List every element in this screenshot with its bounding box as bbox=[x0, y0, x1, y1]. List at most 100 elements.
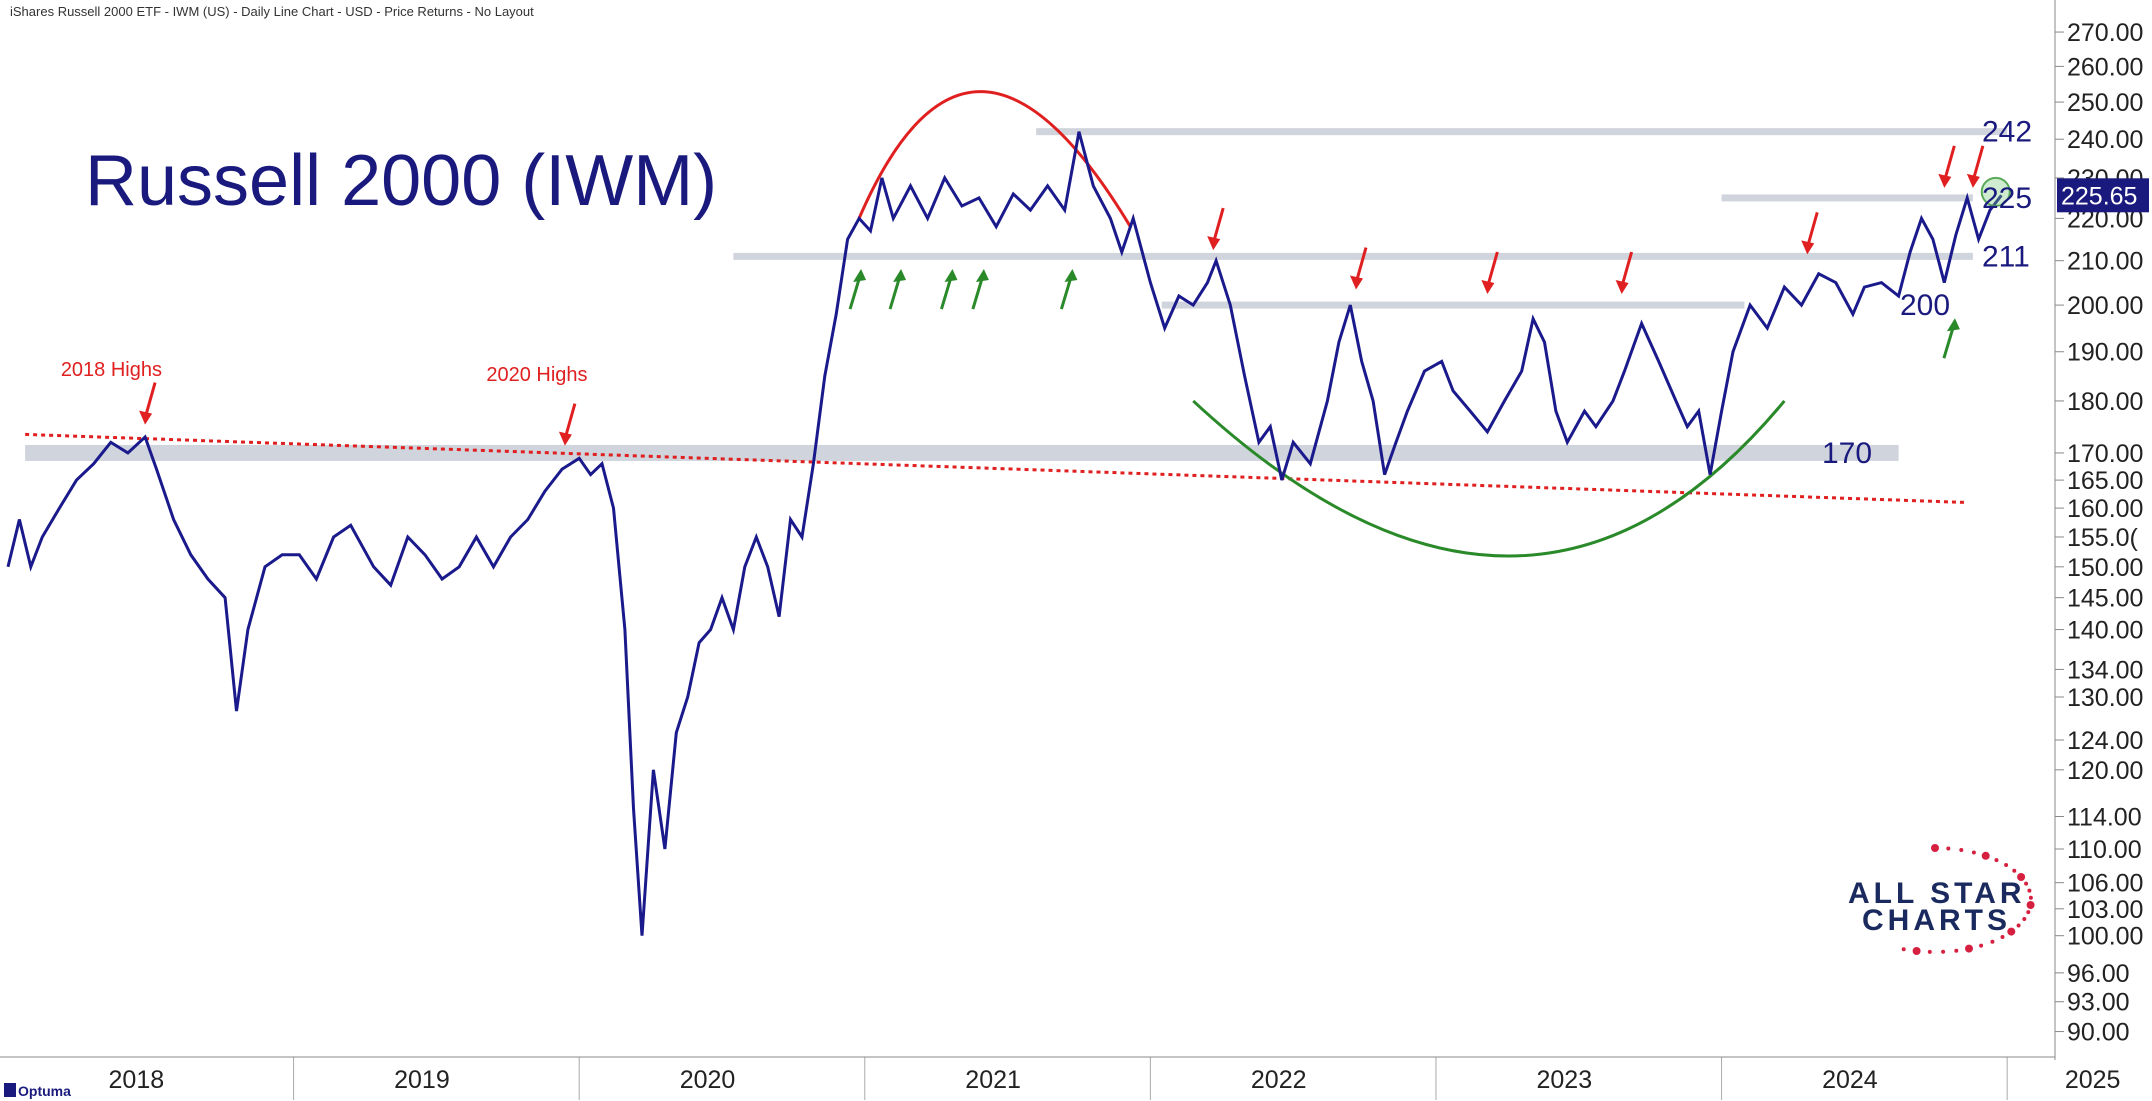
arrow-shaft bbox=[564, 403, 577, 437]
logo-star bbox=[2012, 868, 2017, 873]
arrow-head bbox=[558, 431, 572, 446]
logo-star bbox=[1965, 944, 1973, 953]
arrow-head bbox=[975, 269, 989, 283]
logo-star bbox=[1946, 846, 1951, 851]
level-band bbox=[25, 444, 1899, 461]
arrow-shaft bbox=[940, 278, 952, 310]
chart-title: Russell 2000 (IWM) bbox=[85, 141, 717, 221]
level-band bbox=[1036, 128, 2008, 136]
logo-star bbox=[1954, 948, 1959, 953]
arrow-head bbox=[1801, 240, 1815, 255]
x-tick-label: 2022 bbox=[1251, 1066, 1307, 1094]
logo-star bbox=[1994, 858, 1999, 863]
callouts: 2018 Highs 2020 Highs bbox=[61, 359, 588, 386]
y-tick-label: 130.00 bbox=[2067, 684, 2143, 712]
y-tick-label: 106.00 bbox=[2067, 870, 2143, 898]
optuma-icon bbox=[4, 1083, 16, 1097]
x-tick-label: 2023 bbox=[1536, 1066, 1592, 1094]
resistance-arrow-icon bbox=[1938, 145, 1956, 188]
resistance-arrow-icon bbox=[558, 403, 577, 446]
arrow-head bbox=[1938, 173, 1952, 188]
last-value-text: 225.65 bbox=[2061, 182, 2137, 210]
support-arrow-icon bbox=[971, 269, 989, 310]
arrow-shaft bbox=[888, 278, 901, 310]
logo-star bbox=[1931, 844, 1939, 852]
logo-star bbox=[2024, 881, 2029, 886]
arrow-shaft bbox=[1972, 145, 1985, 179]
arrow-shaft bbox=[1059, 278, 1072, 310]
signal-arrows bbox=[139, 145, 1985, 446]
rounding-bottom-arc bbox=[1192, 399, 1786, 558]
callout-label: 2018 Highs bbox=[61, 359, 162, 381]
y-axis: 270.00260.00250.00240.00230.00220.00210.… bbox=[2055, 19, 2143, 1047]
logo-star bbox=[1990, 939, 1995, 944]
x-tick-label: 2020 bbox=[680, 1066, 736, 1094]
logo-star bbox=[2028, 895, 2033, 900]
y-tick-label: 100.00 bbox=[2067, 923, 2143, 951]
last-price-marker bbox=[1980, 176, 2011, 207]
support-arrow-icon bbox=[1942, 318, 1960, 359]
arrow-shaft bbox=[1486, 251, 1499, 285]
logo-star bbox=[2026, 901, 2035, 909]
logo-star bbox=[1912, 947, 1921, 955]
level-labels: 242 225 211 200 170 bbox=[1822, 116, 2032, 470]
logo-star bbox=[2007, 927, 2016, 936]
arrow-head bbox=[1064, 269, 1078, 283]
resistance-arrow-icon bbox=[139, 382, 157, 425]
y-tick-label: 114.00 bbox=[2067, 803, 2142, 831]
y-tick-label: 103.00 bbox=[2067, 896, 2143, 924]
logo-star bbox=[1981, 851, 1990, 860]
logo-star bbox=[2000, 935, 2005, 939]
x-tick-label: 2025 bbox=[2065, 1066, 2121, 1094]
y-tick-label: 93.00 bbox=[2067, 989, 2130, 1017]
logo-star bbox=[2017, 873, 2026, 881]
optuma-brand: Optuma bbox=[4, 1083, 71, 1099]
last-value-badge bbox=[2057, 178, 2149, 213]
y-tick-label: 170.00 bbox=[2067, 440, 2143, 468]
y-tick-label: 260.00 bbox=[2067, 53, 2143, 81]
resistance-arrow-icon bbox=[1481, 251, 1499, 295]
trendline bbox=[25, 432, 1965, 504]
arrow-head bbox=[1946, 318, 1960, 332]
price-series-line bbox=[6, 131, 2003, 936]
support-arrow-icon bbox=[1059, 269, 1078, 310]
logo-star bbox=[2026, 910, 2031, 915]
star-ring-icon bbox=[1901, 844, 2035, 955]
arrow-shaft bbox=[848, 278, 861, 310]
level-label: 200 bbox=[1900, 289, 1950, 322]
y-tick-label: 190.00 bbox=[2067, 339, 2143, 367]
y-tick-label: 110.00 bbox=[2067, 836, 2142, 864]
optuma-brand-text: Optuma bbox=[18, 1083, 71, 1099]
resistance-arrow-icon bbox=[1801, 211, 1819, 255]
y-tick-label: 250.00 bbox=[2067, 89, 2143, 117]
level-band bbox=[1161, 301, 1745, 309]
x-tick-label: 2021 bbox=[965, 1066, 1021, 1094]
y-tick-label: 200.00 bbox=[2067, 292, 2143, 320]
callout-label: 2020 Highs bbox=[486, 364, 587, 386]
y-tick-label: 96.00 bbox=[2067, 960, 2130, 988]
support-arrow-icon bbox=[940, 269, 958, 310]
x-grid bbox=[293, 1057, 2008, 1100]
logo-line-1: ALL STAR bbox=[1848, 877, 2026, 910]
y-tick-label: 160.00 bbox=[2067, 495, 2143, 523]
level-label: 242 bbox=[1982, 116, 2032, 149]
arrow-head bbox=[1481, 280, 1495, 295]
logo-star bbox=[1941, 949, 1946, 954]
level-bands bbox=[25, 128, 2008, 461]
y-tick-label: 165.00 bbox=[2067, 467, 2143, 495]
logo-star bbox=[1971, 850, 1976, 855]
arrow-head bbox=[893, 269, 907, 283]
allstar-logo: ALL STAR CHARTS bbox=[1848, 844, 2035, 955]
level-label: 211 bbox=[1982, 240, 2030, 273]
y-tick-label: 240.00 bbox=[2067, 126, 2143, 154]
x-tick-label: 2018 bbox=[109, 1066, 165, 1094]
arrow-shaft bbox=[1942, 327, 1955, 359]
chart-subtitle: iShares Russell 2000 ETF - IWM (US) - Da… bbox=[10, 4, 534, 19]
arrow-head bbox=[1207, 236, 1221, 251]
arrow-shaft bbox=[144, 382, 157, 415]
level-label: 170 bbox=[1822, 437, 1872, 470]
x-axis: 2018 2019 2020 2021 2022 2023 2024 2025 bbox=[109, 1066, 2121, 1094]
y-tick-label: 150.00 bbox=[2067, 554, 2143, 582]
logo-star bbox=[1979, 943, 1984, 948]
